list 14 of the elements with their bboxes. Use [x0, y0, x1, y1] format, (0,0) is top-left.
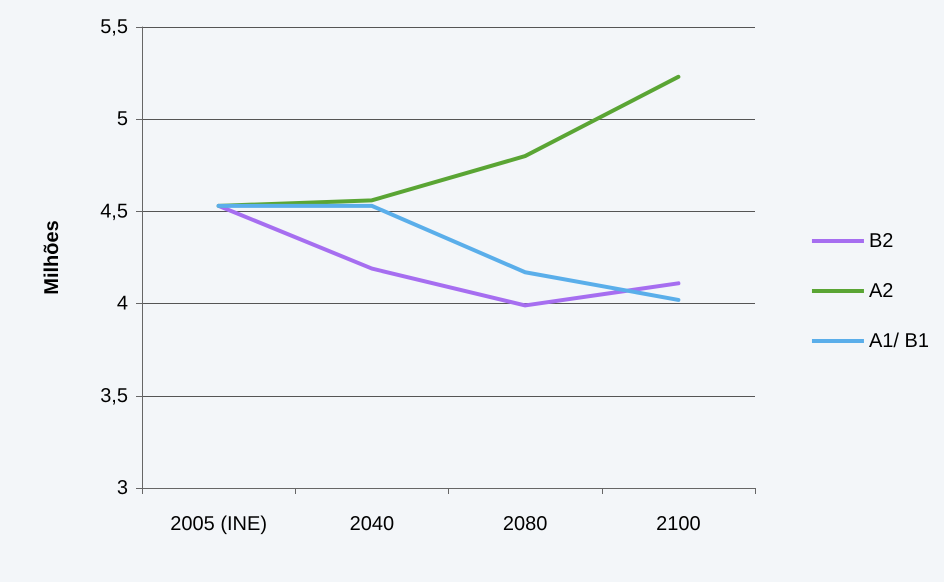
y-tick-label: 4,5: [100, 200, 128, 222]
y-axis-title: Milhões: [41, 220, 63, 295]
legend-label: A2: [868, 280, 894, 302]
x-tick-label: 2040: [350, 513, 394, 535]
y-tick-label: 4: [116, 292, 128, 315]
y-tick-label: 3,5: [100, 384, 128, 407]
legend-label: A1/ B1: [868, 330, 930, 352]
legend-label: B2: [868, 230, 894, 252]
y-tick-label: 3: [116, 477, 128, 499]
x-tick-label: 2080: [502, 513, 548, 535]
x-tick-label: 2005 (INE): [170, 513, 267, 535]
y-tick-label: 5: [116, 108, 128, 130]
y-tick-label: 5,5: [100, 16, 128, 38]
x-tick-label: 2100: [656, 513, 701, 535]
